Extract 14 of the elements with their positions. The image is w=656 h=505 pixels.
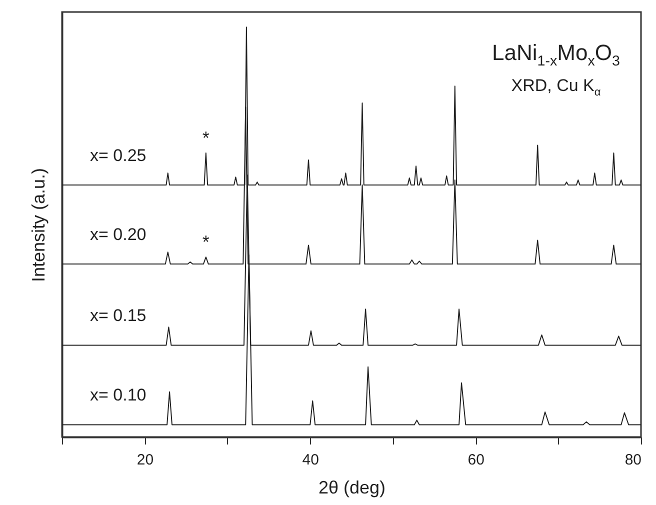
series-label: x= 0.25 bbox=[90, 146, 146, 165]
annotation: LaNi$_{1-x}$Mo$_{x}$O$_{3}$ bbox=[491, 39, 621, 72]
series-label: x= 0.15 bbox=[90, 306, 146, 326]
x-tick-label: 40 bbox=[302, 452, 319, 468]
annotation: XRD, Cu K$_{α}$ bbox=[510, 74, 602, 100]
annotation: * bbox=[202, 128, 210, 148]
x-tick-label: 80 bbox=[624, 452, 642, 468]
x-axis-title: 2θ (deg) bbox=[318, 478, 386, 498]
x-tick-label: 60 bbox=[468, 452, 484, 468]
annotation: * bbox=[202, 232, 210, 252]
y-axis-title: Intensity (a.u.) bbox=[28, 168, 48, 282]
series-label: x= 0.10 bbox=[90, 386, 146, 405]
series-label: x= 0.20 bbox=[90, 225, 146, 244]
x-tick-label: 20 bbox=[136, 452, 154, 468]
